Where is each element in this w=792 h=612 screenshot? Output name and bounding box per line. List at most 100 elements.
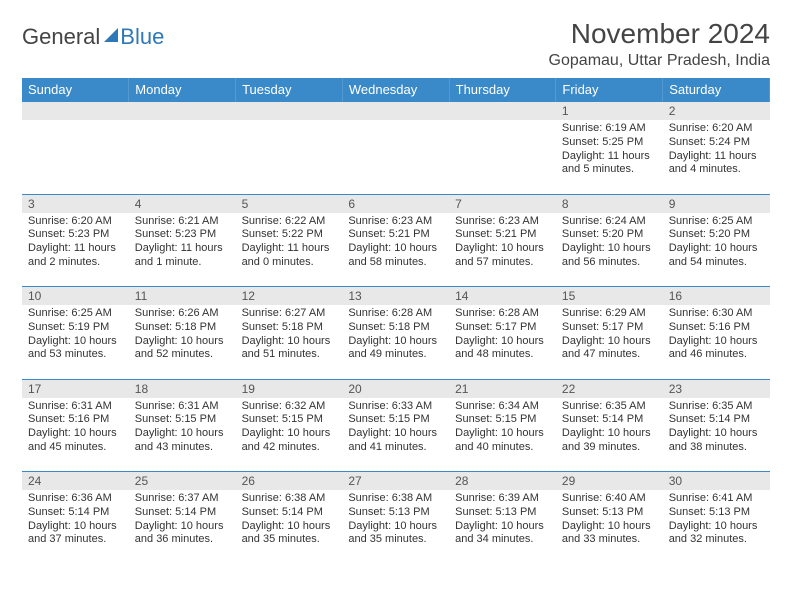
day-number-cell: 30: [663, 472, 770, 491]
calendar-table: SundayMondayTuesdayWednesdayThursdayFrid…: [22, 78, 770, 564]
day-number-cell: 14: [449, 287, 556, 306]
day-cell: Sunrise: 6:38 AMSunset: 5:14 PMDaylight:…: [236, 490, 343, 564]
day-number-cell: 21: [449, 379, 556, 398]
day-detail: Sunrise: 6:35 AMSunset: 5:14 PMDaylight:…: [663, 398, 770, 459]
day-content-row: Sunrise: 6:25 AMSunset: 5:19 PMDaylight:…: [22, 305, 770, 379]
brand-triangle-icon: [104, 28, 118, 42]
location: Gopamau, Uttar Pradesh, India: [549, 52, 770, 70]
day-detail: Sunrise: 6:35 AMSunset: 5:14 PMDaylight:…: [556, 398, 663, 459]
day-header: Saturday: [663, 78, 770, 102]
day-cell: Sunrise: 6:28 AMSunset: 5:17 PMDaylight:…: [449, 305, 556, 379]
day-header: Monday: [129, 78, 236, 102]
day-header-row: SundayMondayTuesdayWednesdayThursdayFrid…: [22, 78, 770, 102]
day-cell: Sunrise: 6:38 AMSunset: 5:13 PMDaylight:…: [342, 490, 449, 564]
day-cell: Sunrise: 6:21 AMSunset: 5:23 PMDaylight:…: [129, 213, 236, 287]
day-detail: Sunrise: 6:26 AMSunset: 5:18 PMDaylight:…: [129, 305, 236, 366]
day-cell: Sunrise: 6:32 AMSunset: 5:15 PMDaylight:…: [236, 398, 343, 472]
day-cell: Sunrise: 6:23 AMSunset: 5:21 PMDaylight:…: [449, 213, 556, 287]
day-detail: Sunrise: 6:39 AMSunset: 5:13 PMDaylight:…: [449, 490, 556, 551]
day-content-row: Sunrise: 6:36 AMSunset: 5:14 PMDaylight:…: [22, 490, 770, 564]
day-detail: Sunrise: 6:23 AMSunset: 5:21 PMDaylight:…: [342, 213, 449, 274]
day-number-cell: 2: [663, 102, 770, 121]
day-cell: Sunrise: 6:29 AMSunset: 5:17 PMDaylight:…: [556, 305, 663, 379]
day-number-row: 10111213141516: [22, 287, 770, 306]
day-cell: [129, 120, 236, 194]
day-number-cell: 29: [556, 472, 663, 491]
day-cell: Sunrise: 6:30 AMSunset: 5:16 PMDaylight:…: [663, 305, 770, 379]
day-detail: Sunrise: 6:28 AMSunset: 5:18 PMDaylight:…: [342, 305, 449, 366]
day-cell: Sunrise: 6:20 AMSunset: 5:24 PMDaylight:…: [663, 120, 770, 194]
day-number-cell: 3: [22, 194, 129, 213]
day-detail: Sunrise: 6:23 AMSunset: 5:21 PMDaylight:…: [449, 213, 556, 274]
day-number-cell: 27: [342, 472, 449, 491]
day-number-cell: 7: [449, 194, 556, 213]
day-number-cell: 4: [129, 194, 236, 213]
title-block: November 2024 Gopamau, Uttar Pradesh, In…: [549, 18, 770, 70]
day-detail: Sunrise: 6:38 AMSunset: 5:14 PMDaylight:…: [236, 490, 343, 551]
day-header: Thursday: [449, 78, 556, 102]
day-number-cell: 25: [129, 472, 236, 491]
day-detail: Sunrise: 6:31 AMSunset: 5:15 PMDaylight:…: [129, 398, 236, 459]
day-number-cell: 9: [663, 194, 770, 213]
day-number-cell: 17: [22, 379, 129, 398]
day-header: Sunday: [22, 78, 129, 102]
day-cell: Sunrise: 6:39 AMSunset: 5:13 PMDaylight:…: [449, 490, 556, 564]
day-number-cell: 13: [342, 287, 449, 306]
day-number-cell: 16: [663, 287, 770, 306]
day-cell: Sunrise: 6:41 AMSunset: 5:13 PMDaylight:…: [663, 490, 770, 564]
day-cell: Sunrise: 6:23 AMSunset: 5:21 PMDaylight:…: [342, 213, 449, 287]
day-header: Tuesday: [236, 78, 343, 102]
day-detail: Sunrise: 6:25 AMSunset: 5:19 PMDaylight:…: [22, 305, 129, 366]
day-cell: Sunrise: 6:28 AMSunset: 5:18 PMDaylight:…: [342, 305, 449, 379]
day-detail: Sunrise: 6:37 AMSunset: 5:14 PMDaylight:…: [129, 490, 236, 551]
day-content-row: Sunrise: 6:20 AMSunset: 5:23 PMDaylight:…: [22, 213, 770, 287]
day-cell: Sunrise: 6:25 AMSunset: 5:19 PMDaylight:…: [22, 305, 129, 379]
day-detail: Sunrise: 6:29 AMSunset: 5:17 PMDaylight:…: [556, 305, 663, 366]
header: General Blue November 2024 Gopamau, Utta…: [22, 18, 770, 70]
day-cell: Sunrise: 6:40 AMSunset: 5:13 PMDaylight:…: [556, 490, 663, 564]
brand-logo: General Blue: [22, 24, 164, 50]
day-number-cell: 22: [556, 379, 663, 398]
day-detail: Sunrise: 6:32 AMSunset: 5:15 PMDaylight:…: [236, 398, 343, 459]
day-number-cell: [449, 102, 556, 121]
day-detail: Sunrise: 6:20 AMSunset: 5:24 PMDaylight:…: [663, 120, 770, 181]
day-cell: Sunrise: 6:34 AMSunset: 5:15 PMDaylight:…: [449, 398, 556, 472]
day-number-cell: 8: [556, 194, 663, 213]
day-detail: Sunrise: 6:28 AMSunset: 5:17 PMDaylight:…: [449, 305, 556, 366]
day-number-cell: 11: [129, 287, 236, 306]
day-detail: Sunrise: 6:33 AMSunset: 5:15 PMDaylight:…: [342, 398, 449, 459]
brand-part1: General: [22, 24, 100, 50]
day-cell: [22, 120, 129, 194]
day-cell: Sunrise: 6:26 AMSunset: 5:18 PMDaylight:…: [129, 305, 236, 379]
day-number-cell: 6: [342, 194, 449, 213]
day-cell: Sunrise: 6:19 AMSunset: 5:25 PMDaylight:…: [556, 120, 663, 194]
brand-part2: Blue: [120, 24, 164, 50]
day-content-row: Sunrise: 6:19 AMSunset: 5:25 PMDaylight:…: [22, 120, 770, 194]
day-detail: Sunrise: 6:38 AMSunset: 5:13 PMDaylight:…: [342, 490, 449, 551]
day-number-cell: 5: [236, 194, 343, 213]
day-cell: Sunrise: 6:33 AMSunset: 5:15 PMDaylight:…: [342, 398, 449, 472]
day-number-row: 17181920212223: [22, 379, 770, 398]
day-detail: Sunrise: 6:19 AMSunset: 5:25 PMDaylight:…: [556, 120, 663, 181]
month-title: November 2024: [549, 18, 770, 50]
day-number-cell: [342, 102, 449, 121]
day-number-cell: 12: [236, 287, 343, 306]
day-number-cell: 26: [236, 472, 343, 491]
day-cell: Sunrise: 6:31 AMSunset: 5:15 PMDaylight:…: [129, 398, 236, 472]
day-number-cell: 15: [556, 287, 663, 306]
day-cell: Sunrise: 6:35 AMSunset: 5:14 PMDaylight:…: [556, 398, 663, 472]
day-header: Friday: [556, 78, 663, 102]
day-content-row: Sunrise: 6:31 AMSunset: 5:16 PMDaylight:…: [22, 398, 770, 472]
day-detail: Sunrise: 6:22 AMSunset: 5:22 PMDaylight:…: [236, 213, 343, 274]
day-detail: Sunrise: 6:34 AMSunset: 5:15 PMDaylight:…: [449, 398, 556, 459]
day-cell: [449, 120, 556, 194]
day-number-row: 12: [22, 102, 770, 121]
day-number-cell: 1: [556, 102, 663, 121]
day-cell: [342, 120, 449, 194]
day-number-cell: 19: [236, 379, 343, 398]
day-detail: Sunrise: 6:20 AMSunset: 5:23 PMDaylight:…: [22, 213, 129, 274]
day-cell: Sunrise: 6:37 AMSunset: 5:14 PMDaylight:…: [129, 490, 236, 564]
day-number-cell: [129, 102, 236, 121]
day-cell: Sunrise: 6:36 AMSunset: 5:14 PMDaylight:…: [22, 490, 129, 564]
day-number-row: 24252627282930: [22, 472, 770, 491]
